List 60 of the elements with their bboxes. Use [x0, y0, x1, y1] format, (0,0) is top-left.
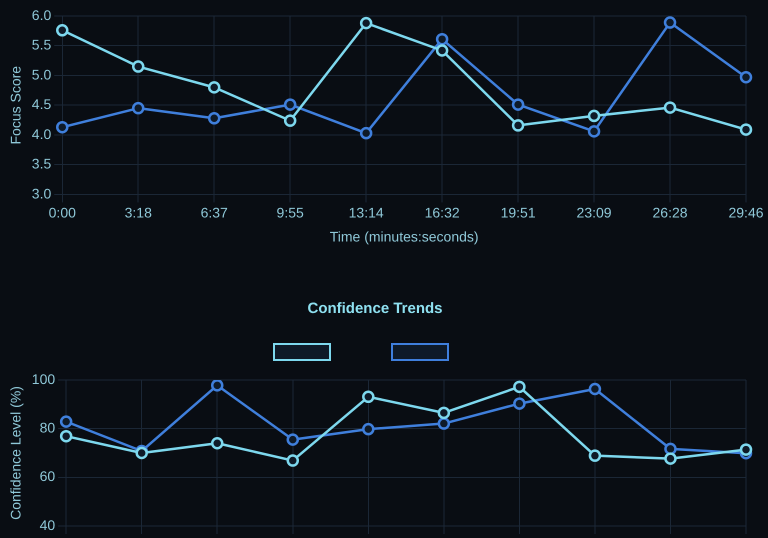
- point: [284, 98, 296, 111]
- point: [362, 390, 375, 404]
- point: [664, 16, 676, 29]
- point: [286, 433, 300, 446]
- point: [664, 442, 677, 456]
- point: [588, 382, 602, 396]
- point: [210, 437, 224, 450]
- x-tick-label: 16:32: [424, 204, 460, 221]
- x-tick-label: 13:14: [348, 204, 384, 221]
- y-tick-label: 5.0: [32, 66, 52, 82]
- point: [132, 60, 144, 73]
- point: [362, 422, 375, 436]
- point: [740, 123, 752, 136]
- point: [210, 380, 224, 392]
- x-tick-label: 29:46: [728, 204, 764, 221]
- point: [438, 417, 450, 430]
- y-tick-label: 4.5: [32, 96, 52, 112]
- point: [740, 443, 752, 456]
- point: [664, 452, 677, 465]
- point: [588, 110, 600, 122]
- y-tick-label: 6.0: [32, 6, 52, 23]
- x-tick-label: 23:09: [576, 204, 612, 221]
- point: [436, 32, 448, 46]
- x-tick-label: 9:55: [276, 204, 304, 221]
- point: [512, 119, 524, 132]
- point: [284, 114, 296, 127]
- point: [513, 397, 526, 410]
- y-tick-label: 3.0: [32, 185, 52, 202]
- y-axis-title: Confidence Level (%): [7, 386, 24, 520]
- point: [286, 454, 300, 467]
- x-axis-title: Time (minutes:seconds): [330, 228, 479, 244]
- point: [208, 112, 220, 125]
- point: [436, 44, 448, 57]
- y-tick-label: 100: [32, 370, 56, 387]
- point: [208, 81, 220, 94]
- point: [512, 98, 524, 111]
- y-tick-label: 80: [40, 420, 56, 436]
- y-tick-label: 4.0: [32, 126, 52, 142]
- x-tick-label: 26:28: [652, 204, 688, 221]
- point: [513, 380, 526, 394]
- y-tick-label: 40: [40, 516, 56, 533]
- y-tick-label: 3.5: [32, 156, 52, 172]
- point: [588, 449, 602, 462]
- point: [740, 71, 752, 84]
- chart-title: Confidence Trends: [307, 300, 443, 318]
- point: [56, 24, 69, 37]
- point: [664, 101, 676, 114]
- point: [56, 120, 69, 134]
- point: [132, 102, 144, 114]
- y-axis-title: Focus Score: [7, 66, 24, 144]
- y-tick-label: 60: [40, 468, 56, 484]
- x-tick-label: 0:00: [48, 204, 76, 221]
- point: [588, 125, 600, 138]
- x-tick-label: 6:37: [200, 204, 228, 221]
- y-tick-label: 5.5: [32, 36, 52, 53]
- point: [360, 16, 372, 30]
- x-tick-label: 3:18: [124, 204, 152, 221]
- point: [438, 406, 450, 420]
- point: [360, 126, 372, 140]
- x-tick-label: 19:51: [500, 204, 536, 221]
